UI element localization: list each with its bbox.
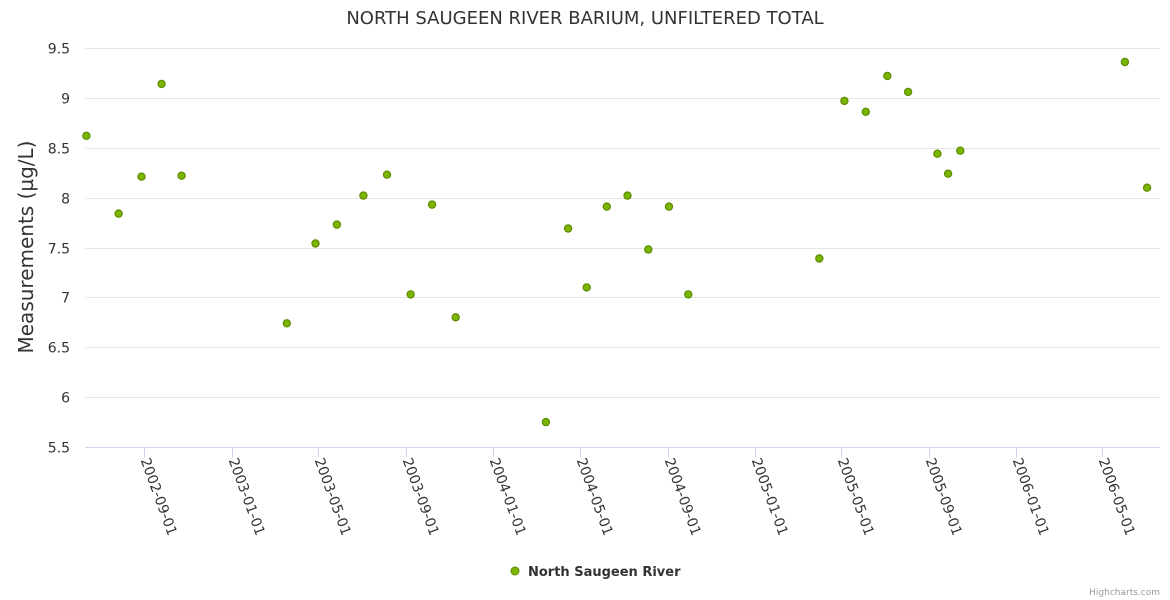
data-point[interactable]	[1120, 57, 1130, 67]
data-point[interactable]	[943, 169, 953, 178]
data-point[interactable]	[137, 172, 146, 181]
data-point[interactable]	[684, 290, 693, 299]
y-tick-label: 5.5	[48, 441, 70, 457]
data-point[interactable]	[664, 202, 674, 211]
y-tick-label: 7	[61, 291, 70, 307]
x-tick-label: 2002-09-01	[137, 456, 180, 538]
y-tick-label: 6.5	[48, 341, 70, 357]
data-point[interactable]	[451, 313, 460, 322]
x-tick-label: 2006-05-01	[1095, 456, 1138, 538]
data-point[interactable]	[883, 71, 892, 81]
data-point[interactable]	[903, 87, 913, 97]
y-axis-label: Measurements (µg/L)	[14, 141, 38, 354]
data-point[interactable]	[582, 283, 591, 292]
x-tick-label: 2005-01-01	[748, 456, 791, 538]
data-point[interactable]	[427, 200, 437, 209]
y-tick-label: 8	[61, 192, 70, 208]
y-tick-label: 7.5	[48, 242, 70, 258]
credits-link[interactable]: Highcharts.com	[1089, 588, 1160, 598]
data-point[interactable]	[282, 319, 291, 328]
x-tick-label: 2005-05-01	[834, 456, 877, 538]
data-point[interactable]	[840, 96, 849, 106]
grid-lines	[85, 48, 1160, 398]
y-tick-label: 9.5	[48, 42, 70, 58]
legend-item-north-saugeen-river[interactable]: North Saugeen River	[528, 565, 681, 580]
x-tick-label: 2004-09-01	[661, 456, 704, 538]
legend[interactable]: North Saugeen River	[510, 565, 681, 580]
x-tick-label: 2003-01-01	[225, 456, 268, 538]
data-point[interactable]	[644, 245, 653, 254]
x-tick-label: 2006-01-01	[1009, 456, 1052, 538]
data-point[interactable]	[623, 191, 632, 200]
chart-title: NORTH SAUGEEN RIVER BARIUM, UNFILTERED T…	[346, 8, 823, 29]
data-point[interactable]	[311, 239, 320, 248]
data-point[interactable]	[82, 131, 91, 140]
x-tick-label: 2003-05-01	[311, 456, 354, 538]
data-point[interactable]	[933, 149, 942, 158]
x-tick-label: 2003-09-01	[399, 456, 442, 538]
data-point[interactable]	[563, 224, 573, 233]
data-point[interactable]	[382, 170, 392, 179]
y-tick-label: 8.5	[48, 142, 70, 158]
data-point[interactable]	[114, 209, 123, 218]
x-tick-label: 2005-09-01	[922, 456, 965, 538]
data-point[interactable]	[177, 171, 186, 180]
data-point[interactable]	[956, 146, 965, 155]
data-point[interactable]	[359, 191, 368, 200]
legend-marker-icon	[510, 566, 520, 576]
x-tick-label: 2004-01-01	[486, 456, 529, 538]
data-point[interactable]	[1142, 183, 1152, 192]
y-axis: 5.5 6 6.5 7 7.5 8 8.5 9 9.5	[48, 42, 70, 457]
data-point[interactable]	[332, 220, 342, 229]
y-tick-label: 6	[61, 391, 70, 407]
data-point[interactable]	[815, 254, 824, 263]
data-point[interactable]	[541, 417, 551, 427]
data-point[interactable]	[157, 79, 166, 89]
data-point[interactable]	[406, 290, 415, 299]
x-axis: 2002-09-01 2003-01-01 2003-05-01 2003-09-01…	[85, 447, 1160, 538]
x-tick-label: 2004-05-01	[573, 456, 616, 538]
y-tick-label: 9	[61, 92, 70, 108]
data-point[interactable]	[602, 202, 612, 211]
data-point[interactable]	[861, 107, 871, 117]
data-points	[82, 57, 1152, 427]
